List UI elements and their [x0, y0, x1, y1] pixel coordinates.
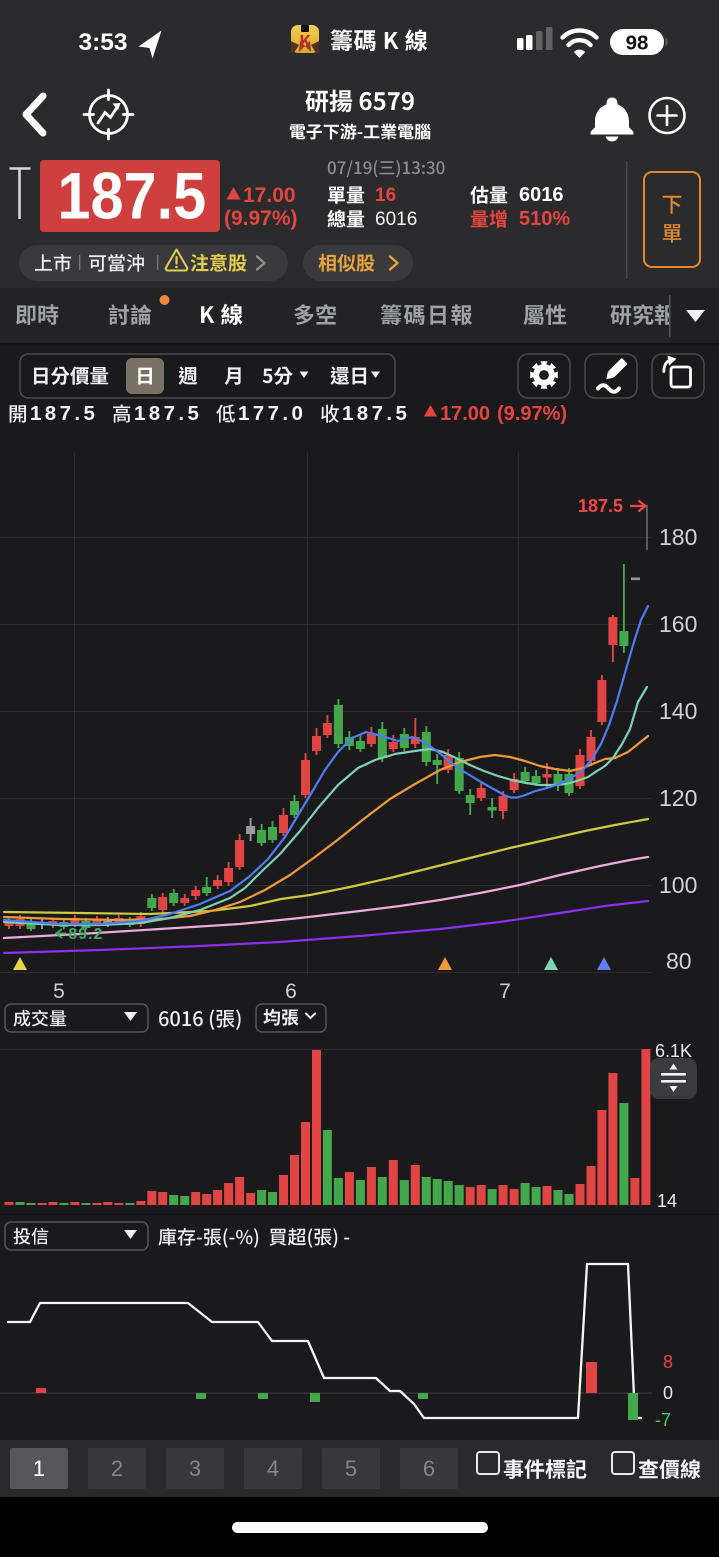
svg-text:17.00: 17.00	[440, 403, 490, 425]
svg-text:14: 14	[657, 1191, 677, 1211]
svg-text:140: 140	[659, 698, 697, 724]
svg-text:160: 160	[659, 611, 697, 637]
svg-text:120: 120	[659, 785, 697, 811]
svg-text:187.5: 187.5	[578, 496, 623, 516]
svg-text:98: 98	[626, 32, 649, 55]
svg-text:6016: 6016	[375, 209, 417, 230]
svg-text:187.5: 187.5	[58, 160, 207, 234]
svg-text:-7: -7	[655, 1410, 671, 1430]
svg-text:5: 5	[53, 980, 65, 1003]
svg-text:180: 180	[659, 524, 697, 550]
svg-text:6: 6	[285, 980, 297, 1003]
svg-text:89.2: 89.2	[69, 926, 104, 943]
svg-text:7: 7	[499, 980, 511, 1003]
svg-text:1: 1	[33, 1456, 45, 1481]
svg-text:(9.97%): (9.97%)	[497, 403, 567, 425]
svg-text:(9.97%): (9.97%)	[224, 207, 298, 230]
svg-text:187.5: 187.5	[134, 402, 202, 425]
svg-text:6.1K: 6.1K	[655, 1041, 692, 1061]
svg-text:3:53: 3:53	[78, 29, 127, 56]
svg-text:17.00: 17.00	[243, 184, 296, 207]
svg-text:2: 2	[111, 1456, 123, 1481]
svg-text:187.5: 187.5	[342, 402, 410, 425]
svg-text:100: 100	[659, 872, 697, 898]
svg-text:80: 80	[666, 948, 692, 974]
svg-text:3: 3	[189, 1456, 201, 1481]
svg-text:177.0: 177.0	[238, 402, 306, 425]
svg-text:4: 4	[267, 1456, 279, 1481]
svg-text:5: 5	[345, 1456, 357, 1481]
svg-text:510%: 510%	[519, 208, 570, 230]
svg-text:16: 16	[375, 185, 396, 206]
svg-text:6016: 6016	[519, 184, 564, 206]
svg-text:6: 6	[423, 1456, 435, 1481]
svg-text:8: 8	[663, 1352, 673, 1372]
svg-text:0: 0	[663, 1383, 673, 1403]
svg-text:187.5: 187.5	[30, 402, 98, 425]
